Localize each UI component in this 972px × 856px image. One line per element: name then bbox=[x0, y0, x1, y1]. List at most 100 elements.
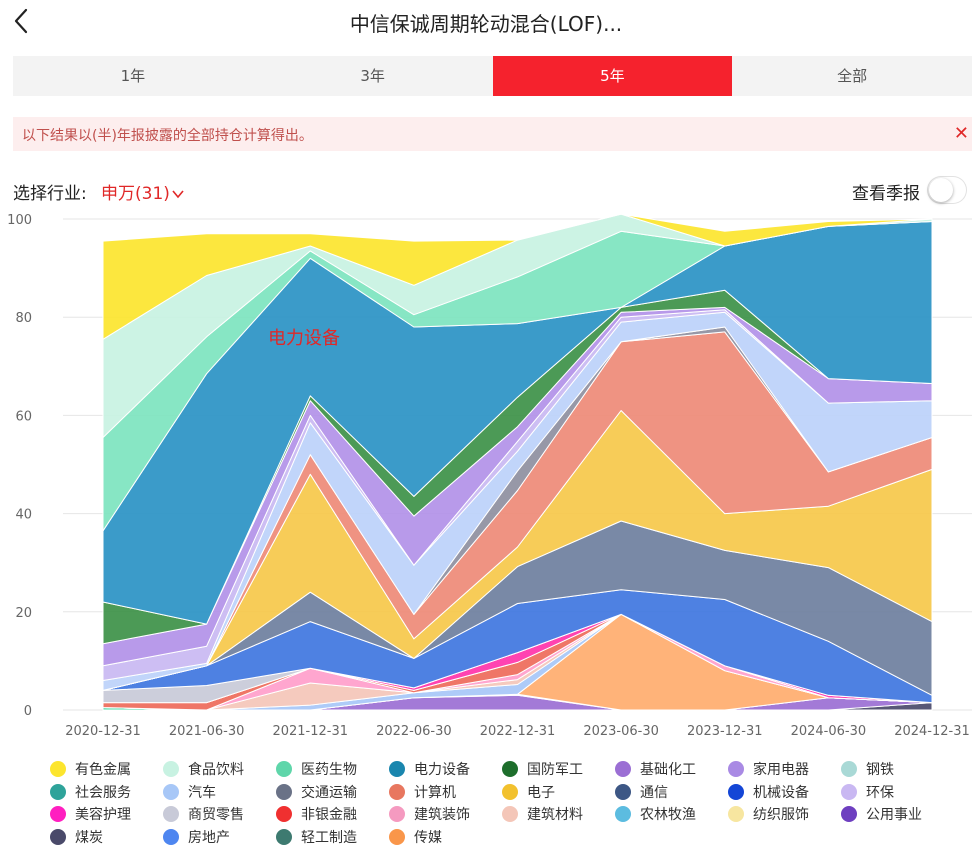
legend-item[interactable]: 钢铁 bbox=[841, 758, 954, 781]
tab-3y[interactable]: 3年 bbox=[360, 67, 385, 85]
legend-color-dot bbox=[615, 806, 631, 823]
legend-label: 基础化工 bbox=[640, 762, 696, 779]
legend-label: 家用电器 bbox=[753, 762, 809, 779]
legend-label: 房地产 bbox=[188, 829, 230, 846]
legend-label: 商贸零售 bbox=[188, 807, 244, 824]
legend-item[interactable]: 医药生物 bbox=[276, 758, 389, 781]
y-axis-labels: 100 80 60 40 20 0 bbox=[7, 213, 32, 719]
x-tick-label: 2023-06-30 bbox=[583, 724, 659, 739]
legend-label: 纺织服饰 bbox=[753, 807, 809, 824]
legend-color-dot bbox=[389, 761, 405, 778]
y-tick-label: 20 bbox=[15, 606, 32, 621]
legend-label: 轻工制造 bbox=[301, 829, 357, 846]
legend-item[interactable]: 国防军工 bbox=[502, 758, 615, 781]
legend-label: 通信 bbox=[640, 784, 668, 801]
legend-item[interactable]: 煤炭 bbox=[50, 826, 163, 849]
season-report-label: 查看季报 bbox=[852, 184, 920, 204]
tab-5y[interactable]: 5年 bbox=[492, 56, 733, 96]
legend-item[interactable]: 公用事业 bbox=[841, 803, 954, 826]
legend-color-dot bbox=[163, 828, 179, 845]
legend-color-dot bbox=[163, 783, 179, 800]
legend-item[interactable]: 社会服务 bbox=[50, 781, 163, 804]
legend-label: 社会服务 bbox=[75, 784, 131, 801]
legend-label: 建筑装饰 bbox=[414, 807, 470, 824]
notice-text: 以下结果以(半)年报披露的全部持仓计算得出。 bbox=[22, 128, 313, 144]
legend-color-dot bbox=[276, 783, 292, 800]
legend-color-dot bbox=[276, 806, 292, 823]
legend-label: 建筑材料 bbox=[527, 807, 583, 824]
legend-item[interactable]: 美容护理 bbox=[50, 803, 163, 826]
legend-label: 电子 bbox=[527, 784, 555, 801]
industry-select[interactable]: 申万(31) bbox=[101, 179, 184, 204]
legend-item[interactable]: 环保 bbox=[841, 781, 954, 804]
y-tick-label: 0 bbox=[24, 704, 32, 719]
chart-annotation: 电力设备 bbox=[268, 328, 340, 349]
legend-label: 传媒 bbox=[414, 829, 442, 846]
legend-item[interactable]: 计算机 bbox=[389, 781, 502, 804]
season-report-toggle[interactable] bbox=[928, 177, 966, 203]
legend-item[interactable]: 汽车 bbox=[163, 781, 276, 804]
legend-color-dot bbox=[389, 783, 405, 800]
legend-item[interactable]: 交通运输 bbox=[276, 781, 389, 804]
legend-color-dot bbox=[50, 828, 66, 845]
x-tick-label: 2023-12-31 bbox=[687, 724, 763, 739]
legend-item[interactable]: 传媒 bbox=[389, 826, 502, 849]
legend-color-dot bbox=[389, 806, 405, 823]
y-tick-label: 60 bbox=[15, 409, 32, 424]
legend-color-dot bbox=[502, 806, 518, 823]
legend-color-dot bbox=[502, 761, 518, 778]
y-tick-label: 80 bbox=[15, 311, 32, 326]
legend-label: 食品饮料 bbox=[188, 762, 244, 779]
legend-label: 公用事业 bbox=[866, 807, 922, 824]
legend-label: 计算机 bbox=[414, 784, 456, 801]
chart-areas bbox=[102, 213, 933, 711]
tab-1y[interactable]: 1年 bbox=[120, 67, 146, 85]
legend-color-dot bbox=[615, 761, 631, 778]
x-axis-labels: 2020-12-31 2021-06-30 2021-12-31 2022-06-30… bbox=[65, 724, 970, 739]
legend-item[interactable]: 家用电器 bbox=[728, 758, 841, 781]
legend-item[interactable]: 非银金融 bbox=[276, 803, 389, 826]
legend-color-dot bbox=[50, 783, 66, 800]
legend-label: 交通运输 bbox=[301, 784, 357, 801]
legend-color-dot bbox=[502, 783, 518, 800]
legend-color-dot bbox=[841, 761, 857, 778]
legend-item[interactable]: 电子 bbox=[502, 781, 615, 804]
legend-label: 医药生物 bbox=[301, 762, 357, 779]
legend-label: 美容护理 bbox=[75, 807, 131, 824]
legend-label: 电力设备 bbox=[414, 762, 470, 779]
legend-color-dot bbox=[841, 806, 857, 823]
legend-color-dot bbox=[841, 783, 857, 800]
chevron-down-icon bbox=[172, 190, 184, 199]
legend-color-dot bbox=[276, 828, 292, 845]
legend-item[interactable]: 农林牧渔 bbox=[615, 803, 728, 826]
chart-legend: 有色金属 食品饮料 医药生物 电力设备 国防军工 基础化工 家用电器 钢铁社会服务 汽车 交通运输… bbox=[50, 758, 972, 848]
legend-item[interactable]: 建筑装饰 bbox=[389, 803, 502, 826]
legend-item[interactable]: 商贸零售 bbox=[163, 803, 276, 826]
tab-all[interactable]: 全部 bbox=[837, 67, 868, 85]
legend-item[interactable]: 食品饮料 bbox=[163, 758, 276, 781]
chevron-left-icon[interactable] bbox=[10, 6, 34, 36]
close-icon[interactable]: ✕ bbox=[953, 123, 969, 144]
legend-item[interactable]: 机械设备 bbox=[728, 781, 841, 804]
legend-label: 汽车 bbox=[188, 784, 216, 801]
area-series[interactable] bbox=[102, 213, 933, 340]
notice-banner: 以下结果以(半)年报披露的全部持仓计算得出。 ✕ bbox=[13, 117, 972, 151]
legend-color-dot bbox=[389, 828, 405, 845]
legend-item[interactable]: 建筑材料 bbox=[502, 803, 615, 826]
x-tick-label: 2024-06-30 bbox=[791, 724, 867, 739]
legend-color-dot bbox=[50, 806, 66, 823]
industry-select-label: 选择行业: bbox=[13, 184, 87, 204]
x-tick-label: 2020-12-31 bbox=[65, 724, 141, 739]
legend-item[interactable]: 基础化工 bbox=[615, 758, 728, 781]
legend-color-dot bbox=[728, 806, 744, 823]
legend-color-dot bbox=[163, 806, 179, 823]
legend-item[interactable]: 房地产 bbox=[163, 826, 276, 849]
y-tick-label: 40 bbox=[15, 508, 32, 523]
legend-item[interactable]: 通信 bbox=[615, 781, 728, 804]
legend-item[interactable]: 电力设备 bbox=[389, 758, 502, 781]
legend-item[interactable]: 轻工制造 bbox=[276, 826, 389, 849]
legend-item[interactable]: 有色金属 bbox=[50, 758, 163, 781]
legend-color-dot bbox=[728, 761, 744, 778]
legend-item[interactable]: 纺织服饰 bbox=[728, 803, 841, 826]
legend-color-dot bbox=[50, 761, 66, 778]
